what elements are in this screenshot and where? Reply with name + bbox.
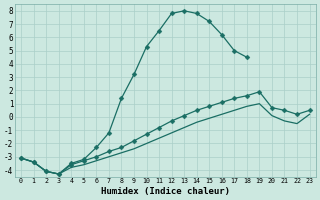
X-axis label: Humidex (Indice chaleur): Humidex (Indice chaleur): [101, 187, 230, 196]
